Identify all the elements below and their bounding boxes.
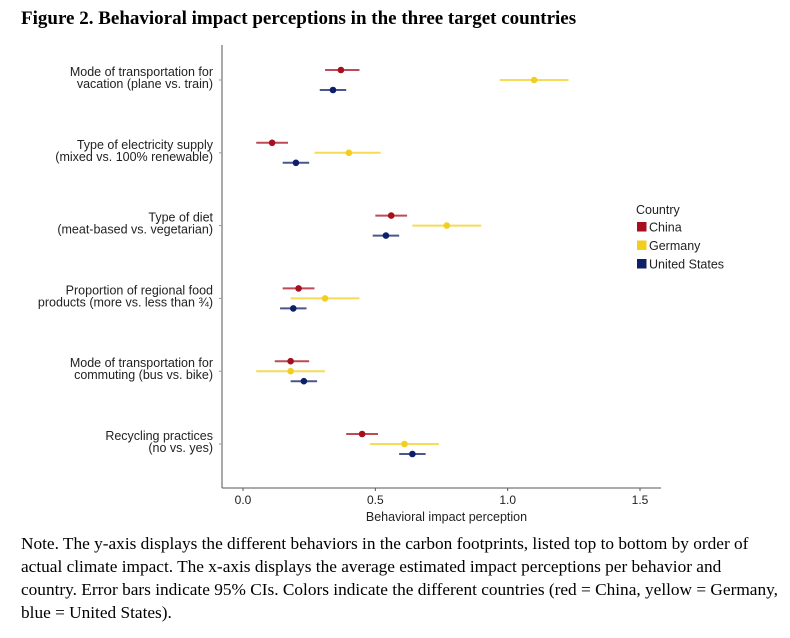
legend-label: China xyxy=(649,221,682,235)
data-point xyxy=(287,357,294,365)
series-china xyxy=(256,66,408,438)
x-tick-label: 0.0 xyxy=(235,493,252,507)
data-point xyxy=(345,149,353,157)
y-axis-labels: Mode of transportation for vacation (plan… xyxy=(38,65,222,455)
data-point xyxy=(268,139,276,147)
legend-title: Country xyxy=(636,203,681,217)
y-tick-label-line: Recycling practices xyxy=(105,429,213,443)
data-point xyxy=(295,285,302,292)
y-tick-label-line: (mixed vs. 100% renewable) xyxy=(55,150,213,164)
y-tick-label-line: Proportion of regional food xyxy=(66,283,213,297)
legend-label: United States xyxy=(649,258,724,272)
x-tick-label: 1.5 xyxy=(632,493,649,507)
y-tick-label: Mode of transportation for commuting (bus… xyxy=(70,356,213,382)
chart-marks xyxy=(256,66,569,458)
x-tick-label: 0.5 xyxy=(367,493,384,507)
legend-label: Germany xyxy=(649,239,701,253)
legend-swatch xyxy=(637,259,647,269)
legend-swatch xyxy=(637,240,647,250)
x-axis-ticks: 0.0 0.5 1.0 1.5 Behavioral impact perception xyxy=(235,488,649,524)
y-tick-label: Type of electricity supply (mixed vs. 100… xyxy=(55,138,213,164)
y-tick-label-line: Type of diet xyxy=(148,211,213,225)
data-point xyxy=(292,159,300,167)
data-point xyxy=(287,367,294,375)
legend: Country China Germany United States xyxy=(636,203,724,272)
axes xyxy=(221,45,661,489)
y-tick-label-line: (meat-based vs. vegetarian) xyxy=(57,223,213,237)
data-point xyxy=(329,86,337,94)
y-tick-label-line: Type of electricity supply xyxy=(77,138,214,152)
y-tick-label-line: commuting (bus vs. bike) xyxy=(74,368,213,382)
x-axis-title: Behavioral impact perception xyxy=(366,510,527,524)
y-tick-label-line: Mode of transportation for xyxy=(70,65,213,79)
data-point xyxy=(321,295,329,302)
series-germany xyxy=(256,76,569,448)
y-tick-label: Mode of transportation for vacation (plan… xyxy=(70,65,213,91)
figure-note: Note. The y-axis displays the different … xyxy=(21,534,778,622)
data-point xyxy=(337,66,345,74)
data-point xyxy=(387,212,395,219)
data-point xyxy=(300,377,308,385)
y-tick-label: Recycling practices (no vs. yes) xyxy=(105,429,213,455)
data-point xyxy=(530,76,538,84)
data-point xyxy=(401,440,408,448)
data-point xyxy=(289,305,297,312)
y-tick-label: Type of diet (meat-based vs. vegetarian) xyxy=(57,211,213,237)
x-tick-label: 1.0 xyxy=(499,493,516,507)
y-tick-label-line: (no vs. yes) xyxy=(148,441,213,455)
data-point xyxy=(382,232,390,239)
series-united-states xyxy=(280,86,426,458)
figure-title: Figure 2. Behavioral impact perceptions … xyxy=(21,8,577,29)
y-tick-label-line: products (more vs. less than ¾) xyxy=(38,295,213,309)
y-tick-label-line: vacation (plane vs. train) xyxy=(77,77,213,91)
data-point xyxy=(443,222,451,229)
dot-whisker-chart: Mode of transportation for vacation (plan… xyxy=(38,45,724,524)
data-point xyxy=(358,430,366,438)
y-tick-label-line: Mode of transportation for xyxy=(70,356,213,370)
data-point xyxy=(409,450,416,458)
y-tick-label: Proportion of regional food products (mor… xyxy=(38,283,213,309)
legend-swatch xyxy=(637,222,647,232)
